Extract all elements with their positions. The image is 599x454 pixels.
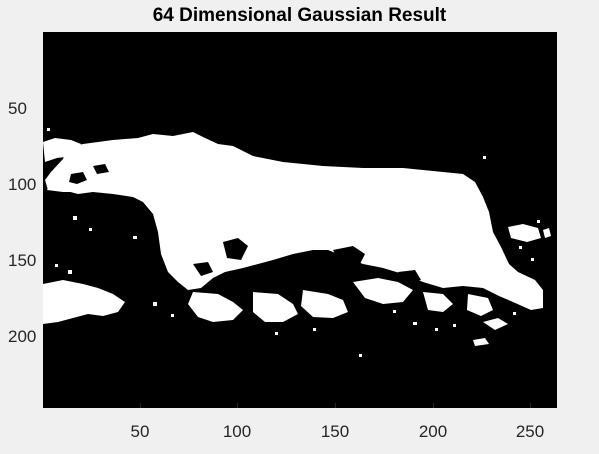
figure-title: 64 Dimensional Gaussian Result [152,5,447,26]
y-tick-label: 100 [8,175,37,194]
x-tick-label: 100 [222,422,252,441]
x-tick-label: 150 [320,422,350,441]
x-tick-mark [335,403,336,408]
x-tick-label: 250 [515,422,545,441]
y-tick-label: 50 [8,99,27,118]
x-tick-mark [237,403,238,408]
y-tick-label: 200 [8,327,37,346]
segmentation-mask-image [43,32,557,408]
x-tick-label: 50 [130,422,150,441]
y-tick-label: 150 [8,251,37,270]
image-axes [43,32,557,408]
x-tick-label: 200 [418,422,448,441]
x-tick-mark [530,403,531,408]
x-tick-mark [433,403,434,408]
x-tick-mark [140,403,141,408]
